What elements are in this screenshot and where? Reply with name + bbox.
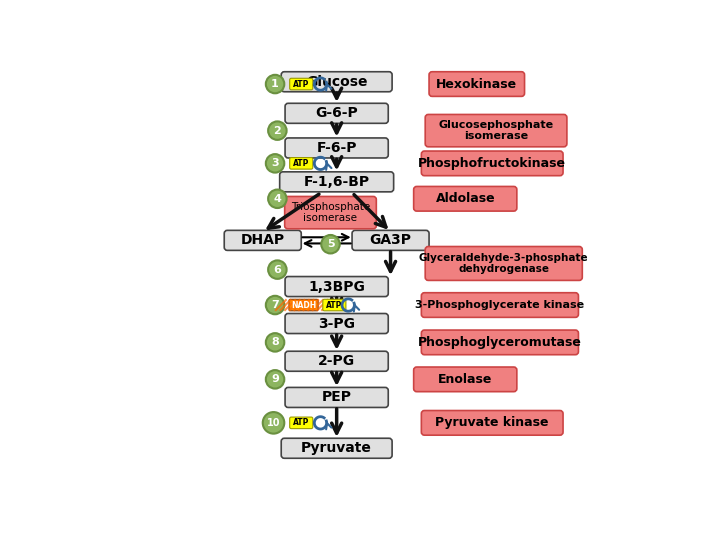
Text: 2: 2 [274, 126, 282, 136]
Text: DHAP: DHAP [240, 233, 285, 247]
FancyBboxPatch shape [429, 72, 525, 96]
Circle shape [266, 296, 284, 314]
Text: Enolase: Enolase [438, 373, 492, 386]
Text: ATP: ATP [293, 418, 310, 427]
Text: 3-PG: 3-PG [318, 316, 355, 330]
Circle shape [268, 190, 287, 208]
Circle shape [268, 260, 287, 279]
FancyBboxPatch shape [421, 410, 563, 435]
FancyBboxPatch shape [282, 438, 392, 458]
Text: 3: 3 [271, 158, 279, 168]
Text: ATP: ATP [326, 301, 343, 309]
FancyBboxPatch shape [421, 293, 578, 318]
FancyBboxPatch shape [426, 247, 582, 280]
FancyBboxPatch shape [421, 330, 578, 355]
FancyBboxPatch shape [289, 158, 312, 169]
Text: 1: 1 [271, 79, 279, 89]
FancyBboxPatch shape [352, 231, 429, 251]
Text: NADH: NADH [291, 301, 316, 309]
FancyBboxPatch shape [285, 351, 388, 372]
FancyBboxPatch shape [421, 151, 563, 176]
FancyBboxPatch shape [285, 387, 388, 408]
Circle shape [321, 235, 340, 253]
Text: Glyceraldehyde-3-phosphate
dehydrogenase: Glyceraldehyde-3-phosphate dehydrogenase [419, 253, 588, 274]
FancyBboxPatch shape [284, 197, 377, 229]
Text: 9: 9 [271, 374, 279, 384]
Circle shape [266, 333, 284, 352]
Circle shape [266, 370, 284, 389]
FancyBboxPatch shape [285, 314, 388, 334]
Circle shape [268, 122, 287, 140]
Text: Glucose: Glucose [306, 75, 367, 89]
Text: Aldolase: Aldolase [436, 192, 495, 205]
Text: PEP: PEP [322, 390, 351, 404]
FancyBboxPatch shape [279, 172, 394, 192]
Text: 7: 7 [271, 300, 279, 310]
Text: F-6-P: F-6-P [316, 141, 357, 155]
Text: 8: 8 [271, 338, 279, 347]
FancyBboxPatch shape [414, 367, 517, 392]
FancyBboxPatch shape [289, 299, 318, 311]
Text: G-6-P: G-6-P [315, 106, 358, 120]
Text: 3-Phosphoglycerate kinase: 3-Phosphoglycerate kinase [415, 300, 585, 310]
Text: 6: 6 [274, 265, 282, 275]
Text: Pyruvate kinase: Pyruvate kinase [436, 416, 549, 429]
FancyBboxPatch shape [224, 231, 301, 251]
Text: 5: 5 [327, 239, 334, 249]
FancyBboxPatch shape [289, 78, 312, 90]
Text: 10: 10 [267, 418, 280, 428]
Text: 2-PG: 2-PG [318, 354, 355, 368]
Circle shape [266, 75, 284, 93]
Text: Pyruvate: Pyruvate [301, 441, 372, 455]
Text: Triosphosphate
isomerase: Triosphosphate isomerase [291, 202, 370, 224]
FancyBboxPatch shape [285, 138, 388, 158]
FancyBboxPatch shape [414, 186, 517, 211]
Text: ATP: ATP [293, 159, 310, 168]
Circle shape [266, 154, 284, 173]
Text: Phosphoglyceromutase: Phosphoglyceromutase [418, 336, 582, 349]
Text: Glucosephosphate
isomerase: Glucosephosphate isomerase [438, 120, 554, 141]
Text: F-1,6-BP: F-1,6-BP [304, 175, 370, 189]
Circle shape [263, 412, 284, 434]
Text: 4: 4 [274, 194, 282, 204]
Text: GA3P: GA3P [369, 233, 412, 247]
FancyBboxPatch shape [323, 299, 346, 311]
FancyBboxPatch shape [426, 114, 567, 147]
FancyBboxPatch shape [282, 72, 392, 92]
Text: ATP: ATP [293, 79, 310, 89]
Text: 1,3BPG: 1,3BPG [308, 280, 365, 294]
Text: Hexokinase: Hexokinase [436, 78, 518, 91]
FancyBboxPatch shape [285, 276, 388, 296]
Text: Phosphofructokinase: Phosphofructokinase [418, 157, 566, 170]
FancyBboxPatch shape [285, 103, 388, 123]
FancyBboxPatch shape [289, 417, 312, 429]
